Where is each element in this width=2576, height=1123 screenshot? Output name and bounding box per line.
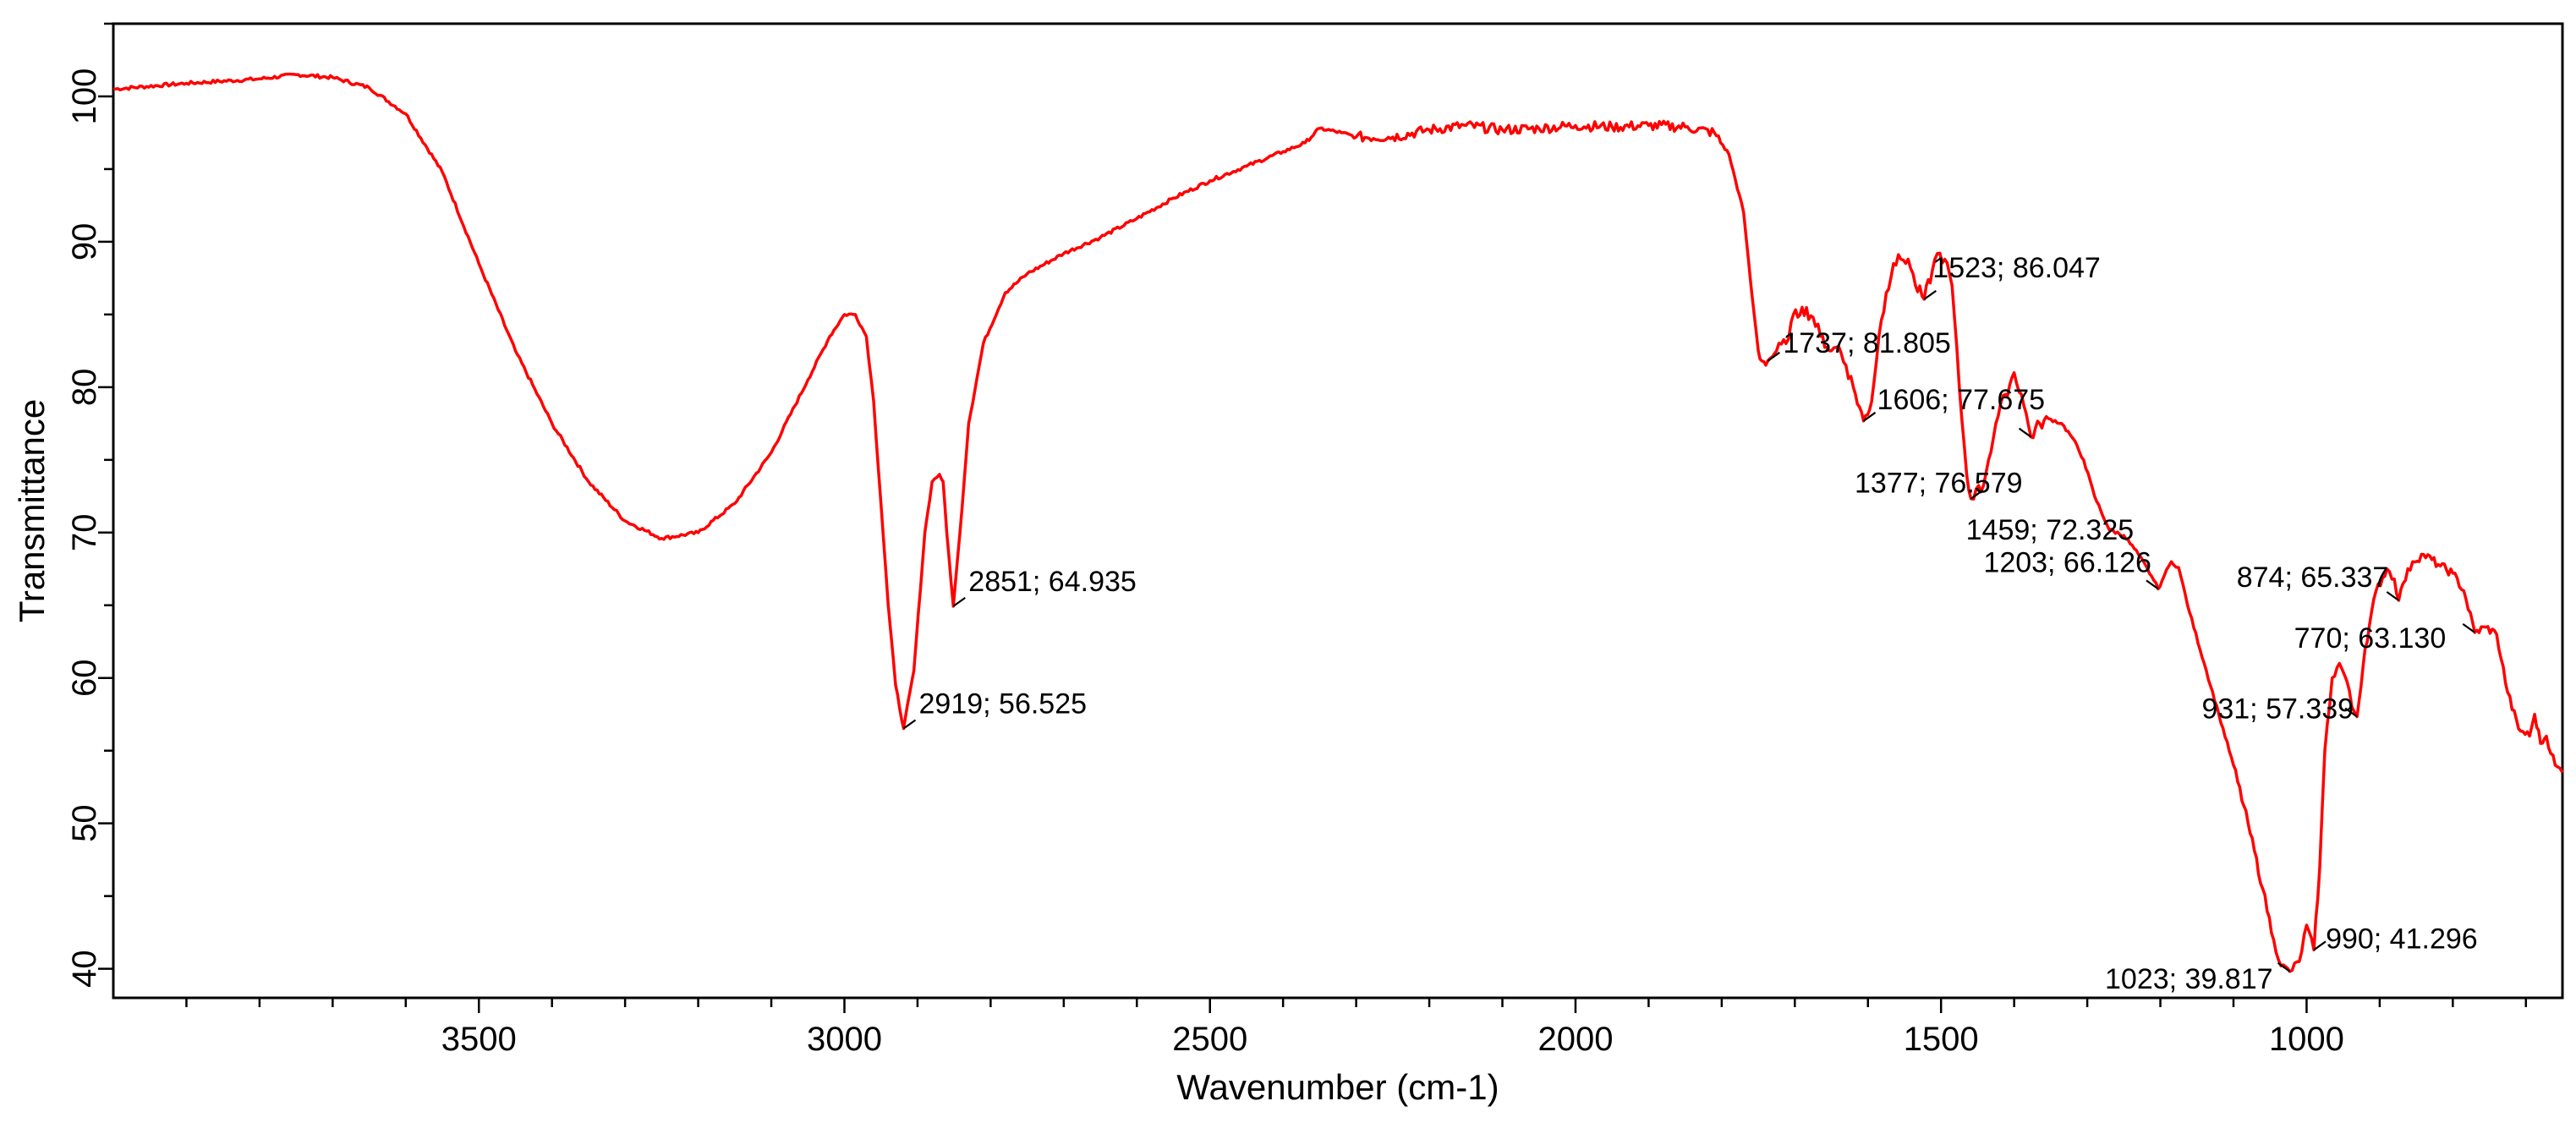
peak-marker — [902, 719, 917, 730]
peak-marker — [2313, 940, 2327, 951]
peak-label: 1606; 77.675 — [1877, 384, 2046, 416]
peak-label: 1203; 66.126 — [1983, 546, 2151, 578]
x-tick-label: 3000 — [807, 1021, 882, 1058]
peak-label: 2919; 56.525 — [919, 687, 1088, 720]
y-tick-label: 60 — [66, 659, 103, 697]
y-tick-label: 90 — [66, 223, 103, 261]
peak-marker — [2344, 707, 2358, 718]
peak-marker — [1862, 411, 1877, 422]
peak-marker — [1923, 289, 1937, 300]
x-tick-label: 2000 — [1537, 1021, 1613, 1058]
peak-label: 874; 65.337 — [2237, 562, 2389, 594]
peak-label: 1023; 39.817 — [2105, 963, 2273, 995]
peak-marker — [2018, 427, 2032, 438]
peak-marker — [1767, 351, 1780, 362]
plot-area — [112, 22, 2564, 1000]
peak-marker — [2386, 591, 2399, 601]
peak-marker — [2277, 961, 2291, 972]
peak-label: 1377; 76.579 — [1855, 468, 2023, 500]
y-tick-label: 70 — [66, 514, 103, 552]
peak-marker — [2462, 623, 2475, 633]
x-tick-label: 1500 — [1904, 1021, 1979, 1058]
peak-marker — [1970, 489, 1984, 500]
y-axis-ticks: 40 50 60 70 80 90 100 — [66, 22, 113, 988]
y-tick-label: 40 — [66, 950, 103, 988]
y-tick-label: 100 — [66, 68, 103, 125]
x-tick-label: 2500 — [1172, 1021, 1247, 1058]
peak-annotations: 2919; 56.525 2851; 64.935 1737; 81.805 1523… — [902, 252, 2478, 995]
peak-label: 770; 63.130 — [2294, 622, 2447, 655]
peak-marker — [2146, 579, 2159, 590]
peak-label: 1523; 86.047 — [1932, 252, 2101, 284]
peak-label: 2851; 64.935 — [968, 566, 1137, 598]
x-axis-ticks: 3500 3000 2500 2000 1500 1000 — [185, 998, 2528, 1058]
y-tick-label: 50 — [66, 804, 103, 842]
x-tick-label: 1000 — [2269, 1021, 2344, 1058]
x-tick-label: 3500 — [441, 1021, 517, 1058]
peak-marker — [952, 596, 966, 607]
y-tick-label: 80 — [66, 369, 103, 407]
y-axis-title: Transmittance — [12, 399, 52, 623]
peak-label: 931; 57.339 — [2201, 693, 2354, 725]
x-axis-title: Wavenumber (cm-1) — [1176, 1067, 1499, 1107]
peak-label: 990; 41.296 — [2326, 923, 2478, 955]
series-line — [112, 72, 2564, 973]
peak-label: 1459; 72.325 — [1966, 514, 2135, 546]
peak-label: 1737; 81.805 — [1783, 327, 1951, 359]
